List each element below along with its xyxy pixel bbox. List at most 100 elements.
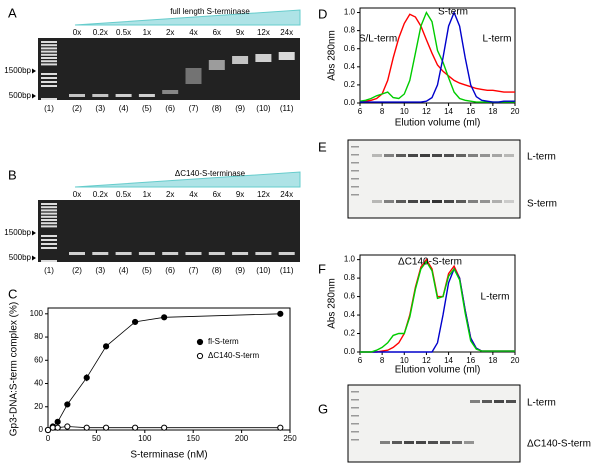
ladder-band	[41, 60, 57, 63]
peak-label: L-term	[483, 34, 512, 45]
size-marker: 1500bp	[4, 228, 31, 237]
lane-ratio: 1x	[143, 28, 151, 37]
gel-band	[115, 94, 132, 97]
x-tick-label: 250	[283, 434, 297, 443]
gel-band	[69, 252, 85, 255]
lane-ratio: 12x	[257, 190, 270, 199]
y-tick-label: 100	[30, 309, 44, 318]
lane-ratio: 4x	[189, 28, 197, 37]
lane-number: (10)	[256, 104, 271, 113]
x-axis-label: S-terminase (nM)	[130, 450, 207, 461]
gel-band	[232, 252, 249, 255]
ladder-band	[351, 423, 359, 425]
x-tick-label: 8	[380, 356, 385, 365]
gel-band	[452, 441, 462, 444]
series-line	[360, 10, 515, 103]
lane-ratio: 0.5x	[116, 28, 131, 37]
ladder-band	[351, 415, 359, 417]
ladder-band	[41, 98, 57, 100]
gel-band	[208, 252, 225, 255]
lane-ratio: 6x	[213, 190, 221, 199]
data-point	[161, 424, 168, 431]
gel-band	[440, 441, 450, 444]
gel-band	[185, 68, 202, 84]
gel	[38, 38, 300, 100]
marker-arrow	[32, 68, 36, 74]
gel-band	[380, 441, 390, 444]
lane-ratio: 9x	[236, 28, 244, 37]
ladder-band	[41, 53, 57, 56]
gel-band	[138, 94, 155, 97]
data-point	[277, 424, 284, 431]
y-tick-label: 20	[34, 402, 43, 411]
y-tick-label: 0.0	[344, 98, 356, 107]
gel-band	[456, 200, 466, 203]
gel-band	[492, 154, 502, 157]
gel-band	[494, 400, 504, 403]
lane-number: (1)	[44, 266, 54, 275]
x-tick-label: 10	[400, 356, 409, 365]
gel-band	[504, 154, 514, 157]
band-label: ΔC140-S-term	[527, 439, 591, 450]
x-tick-label: 10	[400, 107, 409, 116]
gel-band	[185, 252, 202, 255]
legend-symbol	[196, 352, 204, 360]
lane-ratio: 6x	[213, 28, 221, 37]
gel-band	[92, 94, 109, 97]
ladder-band	[41, 235, 57, 237]
lane-number: (10)	[256, 266, 271, 275]
lane-number: (4)	[119, 266, 129, 275]
lane-number: (8)	[212, 104, 222, 113]
x-tick-label: 12	[422, 356, 431, 365]
peak-label: L-term	[481, 292, 510, 303]
data-point	[102, 424, 110, 431]
y-tick-label: 0.2	[344, 329, 356, 338]
gel	[347, 384, 521, 463]
y-tick-label: 0.8	[344, 273, 356, 282]
lane-ratio: 24x	[280, 190, 293, 199]
gel-band	[416, 441, 426, 444]
gel-band	[278, 252, 295, 255]
x-tick-label: 50	[92, 434, 101, 443]
ladder-band	[351, 431, 359, 433]
gel-band	[432, 154, 442, 157]
gel-band	[396, 200, 406, 203]
gel-band	[408, 200, 418, 203]
peak-label: ΔC140-S-term	[398, 257, 462, 268]
gel-band	[506, 400, 516, 403]
panel-letter: A	[8, 5, 17, 20]
panel-letter: G	[318, 401, 328, 416]
y-tick-label: 40	[34, 379, 43, 388]
lane-ratio: 1x	[143, 190, 151, 199]
y-axis-label: Gp3-DNA:S-term complex (%)	[9, 302, 20, 436]
series-line	[360, 260, 515, 353]
data-point	[64, 401, 71, 408]
y-tick-label: 0.0	[344, 347, 356, 356]
gel-band	[456, 154, 466, 157]
gel-band	[384, 200, 394, 203]
marker-arrow	[32, 230, 36, 236]
lane-number: (3)	[95, 266, 105, 275]
y-axis-label: Abs 280nm	[327, 278, 338, 329]
gel-band	[444, 154, 454, 157]
lane-number: (8)	[212, 266, 222, 275]
lane-number: (7)	[189, 104, 199, 113]
data-point	[64, 423, 71, 430]
lane-number: (9)	[235, 266, 245, 275]
lane-number: (9)	[235, 104, 245, 113]
marker-arrow	[32, 255, 36, 261]
x-tick-label: 16	[466, 356, 475, 365]
data-point	[132, 424, 139, 431]
ladder-band	[41, 219, 57, 221]
ladder-band	[351, 407, 359, 409]
x-tick-label: 100	[138, 434, 152, 443]
data-point	[277, 310, 284, 317]
lane-number: (2)	[72, 266, 82, 275]
y-tick-label: 0	[39, 425, 44, 434]
plot-frame	[359, 254, 516, 353]
band-label: S-term	[527, 199, 557, 210]
ladder-band	[41, 50, 57, 53]
ladder-band	[41, 203, 57, 205]
ladder-band	[351, 178, 359, 180]
gel-title: full length S-terminase	[170, 7, 250, 16]
